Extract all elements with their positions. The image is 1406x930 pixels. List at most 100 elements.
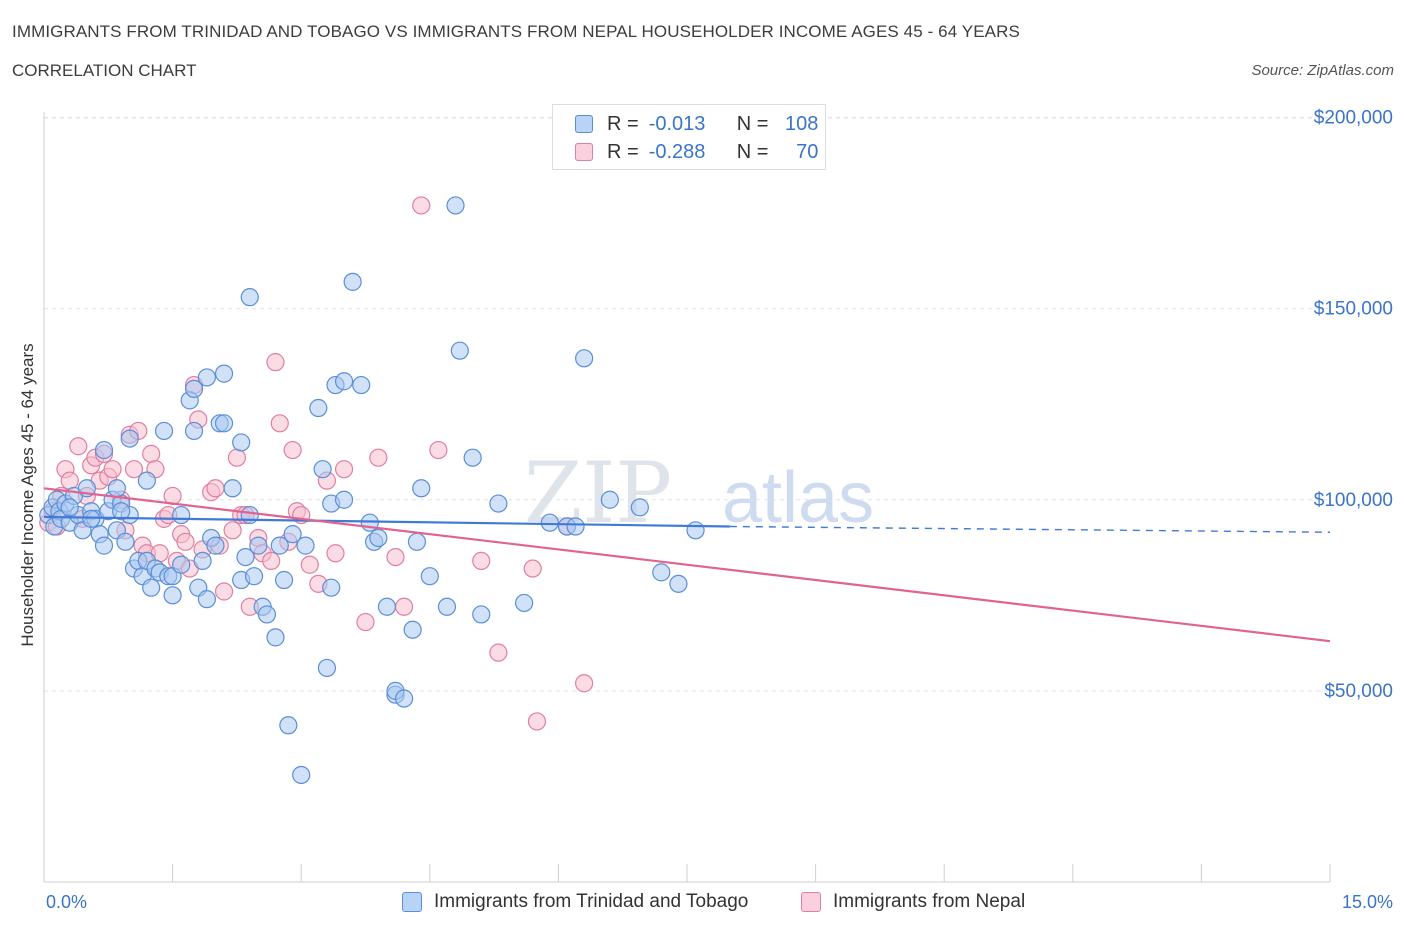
bottom-legend-swatch-pink (801, 892, 821, 912)
data-point (356, 612, 375, 632)
legend-row-nepal: R = -0.288 N = 70 (575, 139, 818, 165)
data-point (686, 521, 705, 540)
legend-r-label: R = (607, 112, 639, 135)
data-point (193, 551, 212, 571)
y-axis-label: Householder Income Ages 45 - 64 years (18, 343, 37, 647)
data-point (540, 513, 559, 532)
data-point (575, 349, 594, 368)
legend-r-value: -0.288 (648, 140, 706, 163)
x-tick-label-max: 15.0% (1342, 892, 1393, 912)
data-point (142, 444, 161, 463)
legend-r-value: -0.013 (648, 112, 706, 135)
y-tick-label: $200,000 (1314, 108, 1393, 129)
data-point (334, 372, 354, 391)
data-point (527, 712, 547, 731)
data-point (652, 563, 671, 582)
data-point (262, 551, 281, 571)
grid-lines (44, 117, 1330, 692)
data-point (249, 536, 268, 555)
data-point (206, 536, 225, 555)
data-point (142, 578, 161, 597)
data-point (515, 593, 534, 613)
data-point (172, 505, 191, 525)
data-point (270, 536, 289, 555)
data-point (489, 643, 508, 662)
data-point (60, 471, 79, 490)
legend-n-label: N = (736, 140, 769, 163)
data-point (94, 536, 114, 555)
data-point (94, 440, 114, 460)
data-point (116, 532, 135, 551)
data-point (257, 605, 277, 624)
trend-line-nepal (43, 487, 1331, 643)
data-point (82, 509, 101, 528)
data-point (394, 689, 414, 708)
bottom-legend-nepal: Immigrants from Nepal (801, 889, 1025, 915)
data-point (124, 460, 144, 479)
data-point (309, 398, 328, 418)
data-point (197, 368, 216, 387)
legend-swatch-blue (575, 115, 593, 133)
data-point (437, 597, 457, 616)
data-point (266, 628, 285, 647)
chart-title: IMMIGRANTS FROM TRINIDAD AND TOBAGO VS I… (12, 22, 1020, 41)
data-point (412, 196, 431, 215)
data-point (322, 578, 341, 597)
data-point (317, 658, 337, 678)
data-point (489, 494, 508, 513)
data-point (184, 421, 204, 441)
bottom-legend-label-trinidad: Immigrants from Trinidad and Tobago (434, 891, 749, 912)
data-point (472, 551, 491, 571)
data-point (172, 555, 191, 574)
data-point (214, 414, 234, 433)
data-point (69, 437, 88, 456)
legend-row-trinidad: R = -0.013 N = 108 (575, 111, 818, 137)
data-point (283, 440, 302, 460)
data-point (369, 448, 388, 467)
data-point (163, 586, 182, 605)
data-point (377, 597, 397, 616)
data-point (575, 674, 594, 693)
data-point (369, 528, 388, 548)
data-point (232, 433, 251, 452)
y-tick-label: $50,000 (1324, 681, 1393, 702)
data-point (120, 429, 139, 448)
data-point (600, 490, 619, 509)
data-point (244, 567, 264, 586)
legend-n-value: 70 (796, 140, 819, 163)
data-point (214, 364, 234, 383)
bottom-legend-swatch-blue (402, 892, 422, 912)
data-point (463, 448, 482, 467)
data-point (296, 536, 315, 555)
data-point (386, 547, 405, 567)
y-tick-label: $100,000 (1314, 490, 1393, 511)
data-point (292, 765, 311, 785)
data-point (279, 716, 298, 735)
data-point (214, 582, 234, 601)
data-point (103, 460, 122, 479)
bottom-legend-trinidad: Immigrants from Trinidad and Tobago (402, 889, 748, 915)
data-point (446, 196, 465, 215)
data-point (206, 479, 225, 498)
data-point (334, 460, 354, 479)
data-point (450, 341, 469, 360)
data-point (274, 570, 294, 590)
watermark-atlas: atlas (722, 458, 874, 538)
data-point (429, 440, 448, 460)
data-point (300, 555, 319, 574)
data-point (630, 498, 649, 517)
data-point (112, 502, 131, 521)
data-point (403, 620, 422, 639)
data-point (137, 471, 156, 490)
data-point (236, 547, 255, 567)
data-point (394, 597, 414, 616)
legend-n-label: N = (736, 112, 769, 135)
data-point (523, 559, 542, 578)
legend-swatch-pink (575, 143, 593, 161)
source-note: Source: ZipAtlas.com (1251, 62, 1394, 79)
series-trinidad-points (39, 196, 705, 785)
trend-line-trinidad-extension (729, 525, 1331, 533)
data-point (343, 272, 362, 291)
data-point (407, 532, 427, 551)
